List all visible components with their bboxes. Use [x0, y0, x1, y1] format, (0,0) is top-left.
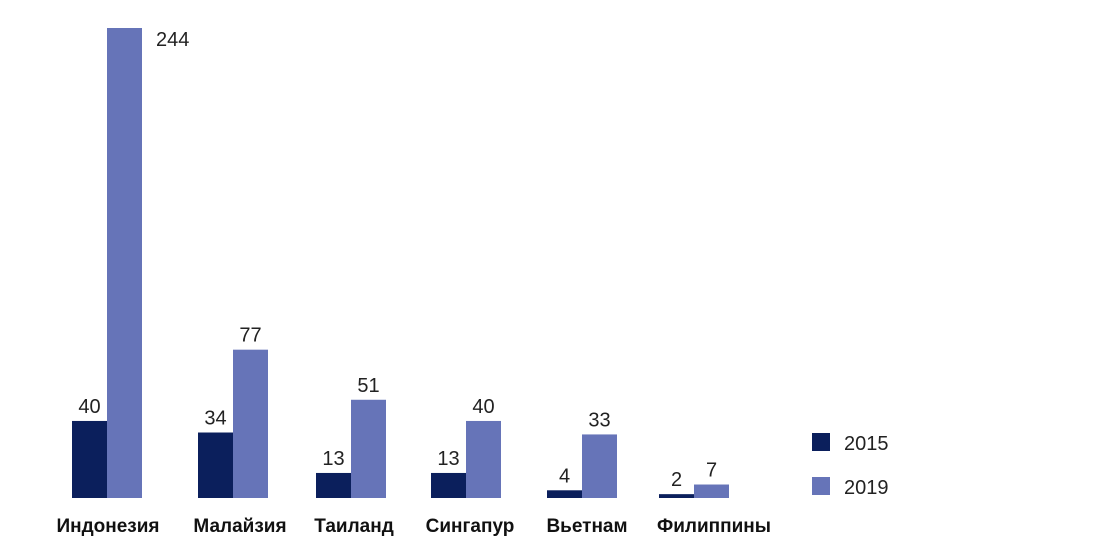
bar-2015-4: [547, 490, 582, 498]
legend: 2015 2019: [812, 433, 889, 499]
value-label-2019-0: 244: [156, 29, 189, 51]
legend-label-2019: 2019: [844, 477, 889, 499]
bar-2019-5: [694, 484, 729, 498]
value-labels-group: 40 244 34 77 13 51 13 40 4 33 2 7: [78, 29, 717, 491]
value-label-2019-4: 33: [588, 409, 610, 431]
value-label-2015-5: 2: [671, 469, 682, 491]
category-labels-group: Индонезия Малайзия Таиланд Сингапур Вьетнам Ф…: [56, 516, 771, 537]
bar-2015-3: [431, 472, 466, 498]
value-label-2015-0: 40: [78, 396, 100, 418]
value-label-2019-2: 51: [357, 375, 379, 397]
bar-2015-1: [198, 432, 233, 498]
bar-2019-1: [233, 349, 268, 498]
bar-2015-5: [659, 494, 694, 498]
bar-2019-3: [466, 420, 501, 498]
value-label-2015-3: 13: [437, 448, 459, 470]
legend-swatch-2015: [812, 433, 830, 451]
bar-2019-0: [107, 28, 142, 498]
value-label-2015-4: 4: [559, 465, 570, 487]
category-label-3: Сингапур: [426, 516, 515, 537]
value-label-2019-3: 40: [472, 396, 494, 418]
category-label-4: Вьетнам: [546, 516, 627, 537]
category-label-2: Таиланд: [314, 516, 394, 537]
value-label-2019-5: 7: [706, 460, 717, 482]
category-label-1: Малайзия: [193, 516, 286, 537]
bar-2019-4: [582, 434, 617, 498]
category-label-5: Филиппины: [657, 516, 771, 537]
legend-swatch-2019: [812, 477, 830, 495]
bar-2015-0: [72, 420, 107, 498]
category-label-0: Индонезия: [56, 516, 159, 537]
bars-group: [72, 28, 729, 498]
value-label-2015-1: 34: [204, 408, 226, 430]
bar-2015-2: [316, 472, 351, 498]
legend-label-2015: 2015: [844, 433, 889, 455]
bar-2019-2: [351, 399, 386, 498]
value-label-2019-1: 77: [239, 325, 261, 347]
value-label-2015-2: 13: [322, 448, 344, 470]
